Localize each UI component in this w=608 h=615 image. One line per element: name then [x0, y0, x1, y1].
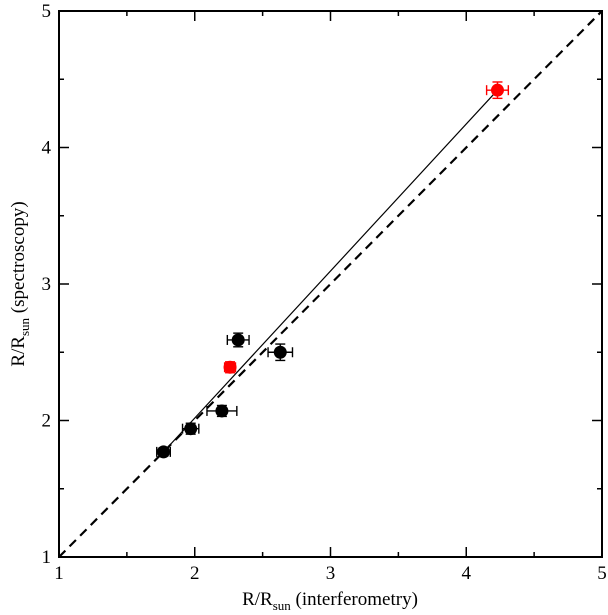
- data-point-2: [181, 422, 200, 436]
- x-tick-label: 2: [190, 563, 200, 584]
- data-point-1: [156, 445, 172, 459]
- point-marker: [231, 333, 245, 347]
- plot-content: [58, 10, 603, 558]
- x-tick-label: 5: [597, 563, 607, 584]
- data-point-7: [485, 81, 510, 100]
- x-axis-label: R/Rsun (interferometry): [242, 589, 418, 613]
- data-point-6: [267, 343, 294, 362]
- data-point-3: [206, 404, 238, 418]
- point-marker: [184, 422, 198, 436]
- data-point-4: [223, 360, 237, 374]
- point-marker: [223, 360, 237, 374]
- data-point-5: [226, 332, 250, 348]
- y-tick-label: 2: [42, 411, 52, 432]
- x-tick-label: 4: [462, 563, 472, 584]
- x-tick-label: 1: [54, 563, 64, 584]
- point-marker: [273, 345, 287, 359]
- point-marker: [157, 445, 171, 459]
- y-tick-label: 5: [42, 1, 52, 22]
- y-tick-label: 1: [42, 547, 52, 568]
- x-tick-label: 3: [326, 563, 336, 584]
- point-marker: [215, 404, 229, 418]
- y-axis-label: R/Rsun (spectroscopy): [8, 201, 32, 366]
- y-tick-label: 3: [42, 274, 52, 295]
- identity-dashed-line: [58, 10, 603, 558]
- axis-ticks: 1 2 3 4 5 1 2 3 4 5: [42, 1, 607, 584]
- fit-line: [163, 89, 498, 453]
- y-tick-label: 4: [42, 138, 52, 159]
- point-marker: [490, 83, 504, 97]
